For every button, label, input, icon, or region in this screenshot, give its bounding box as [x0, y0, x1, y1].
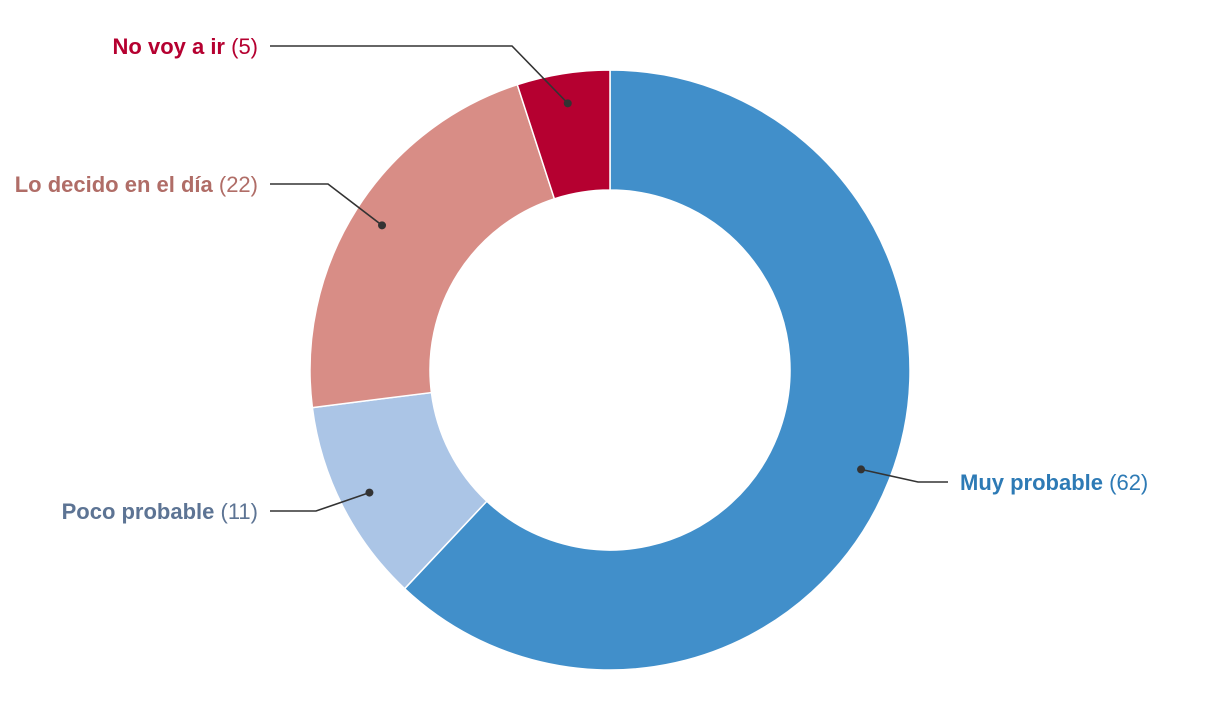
labels-group: Muy probable (62) Poco probable (11) Lo de…: [15, 34, 1149, 524]
slice-muy-probable: [403, 69, 911, 671]
label-lo-decido-en-el-dia: Lo decido en el día (22): [15, 172, 258, 197]
label-name-lo-decido-en-el-dia: Lo decido en el día: [15, 172, 214, 197]
leader-dot-no-voy-a-ir: [563, 99, 572, 108]
label-value-poco-probable: (11): [214, 499, 258, 524]
slice-lo-decido-en-el-dia: [309, 83, 556, 409]
slices-group: [309, 69, 911, 671]
leader-dot-muy-probable: [857, 465, 866, 474]
label-name-no-voy-a-ir: No voy a ir: [113, 34, 226, 59]
label-muy-probable: Muy probable (62): [960, 470, 1148, 495]
leader-line-no-voy-a-ir: [270, 45, 569, 104]
label-value-lo-decido-en-el-dia: (22): [213, 172, 258, 197]
label-name-muy-probable: Muy probable: [960, 470, 1103, 495]
label-no-voy-a-ir: No voy a ir (5): [113, 34, 258, 59]
label-name-poco-probable: Poco probable: [62, 499, 215, 524]
leader-line-lo-decido-en-el-dia: [270, 183, 383, 226]
label-value-muy-probable: (62): [1103, 470, 1148, 495]
leader-dot-lo-decido-en-el-dia: [378, 221, 387, 230]
label-value-no-voy-a-ir: (5): [225, 34, 258, 59]
leader-lines-group: [270, 45, 948, 512]
leader-line-muy-probable: [860, 468, 948, 483]
slice-no-voy-a-ir: [516, 69, 611, 200]
leader-dot-poco-probable: [365, 488, 374, 497]
label-poco-probable: Poco probable (11): [62, 499, 258, 524]
leader-line-poco-probable: [270, 491, 370, 512]
